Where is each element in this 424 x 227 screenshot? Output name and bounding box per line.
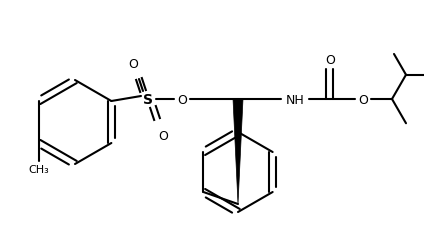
Text: O: O [128, 57, 138, 70]
Text: O: O [177, 93, 187, 106]
Text: O: O [158, 129, 168, 142]
Text: CH₃: CH₃ [28, 164, 49, 174]
Text: O: O [358, 93, 368, 106]
Text: NH: NH [286, 93, 304, 106]
Text: S: S [143, 93, 153, 106]
Text: O: O [325, 53, 335, 66]
Polygon shape [233, 100, 243, 204]
